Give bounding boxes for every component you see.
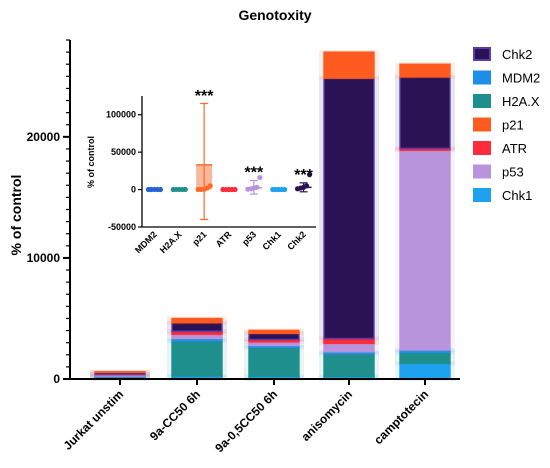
inset-chart: MDM2 H2A.X *** p21 ATR *** p53 Chk1 *** Chk2 -5000…	[86, 88, 316, 255]
inset-point-mdm2	[157, 186, 164, 193]
legend-label-p53: p53	[502, 165, 524, 180]
legend-swatch-p21	[473, 117, 491, 132]
inset-significance-p21: ***	[195, 88, 214, 105]
bar-9a-cc50-6h-p21	[171, 317, 223, 324]
inset-x-tick-label: Chk1	[260, 229, 283, 252]
inset-y-tick-label: 0	[131, 185, 136, 195]
inset-significance-p53: ***	[245, 165, 264, 182]
inset-significance-chk2: ***	[294, 167, 313, 184]
bar-anisomycin-p21	[323, 51, 375, 79]
inset-x-tick-label: p53	[240, 229, 258, 247]
legend-label-atr: ATR	[502, 141, 527, 156]
inset-point-chk2	[303, 183, 310, 189]
bar-jurkat-unstim-p21	[94, 371, 146, 374]
x-tick-label: 9a-CC50 6h	[147, 387, 203, 443]
y-tick-label: 20000	[27, 130, 61, 144]
x-tick-label: camptotecin	[371, 387, 431, 447]
legend-swatch-atr	[473, 141, 491, 155]
bar-9a-cc50-6h-h2a-x	[171, 340, 223, 377]
inset-y-axis-label: % of control	[86, 136, 96, 188]
legend-swatch-chk1	[473, 188, 491, 202]
bar-9a-0-5cc50-6h-p21	[248, 329, 300, 335]
inset-background	[142, 96, 316, 227]
y-tick-label: 0	[53, 372, 60, 386]
legend-swatch-chk2	[473, 47, 491, 61]
inset-x-tick-label: ATR	[214, 229, 234, 249]
bar-anisomycin-chk2	[323, 77, 375, 340]
legend: Chk2 MDM2 H2A.X p21 ATR p53 Chk1	[473, 47, 540, 203]
inset-point-chk2	[306, 172, 313, 178]
inset-x-tick-label: MDM2	[133, 229, 159, 255]
legend-label-chk2: Chk2	[502, 47, 532, 62]
inset-point-p21	[207, 183, 213, 189]
legend-swatch-p53	[473, 164, 491, 179]
inset-point-atr	[232, 186, 238, 193]
legend-swatch-h2a-x	[473, 94, 491, 108]
inset-x-tick-label: Chk2	[285, 229, 308, 252]
inset-y-tick-label: -50000	[108, 222, 136, 232]
inset-x-tick-label: H2A.X	[158, 229, 184, 255]
bar-camptotecin-p53	[399, 149, 451, 351]
bar-camptotecin-chk1	[399, 362, 451, 380]
inset-x-tick-label: p21	[191, 229, 209, 247]
x-tick-label: Jurkat unstim	[61, 387, 127, 453]
x-tick-label: anisomycin	[299, 387, 356, 444]
chart-title: Genotoxity	[238, 7, 311, 23]
y-tick-label: 10000	[27, 251, 61, 265]
bar-camptotecin-p21	[399, 63, 451, 78]
y-axis-label: % of control	[8, 175, 24, 256]
inset-point-chk1	[282, 186, 288, 193]
legend-label-p21: p21	[502, 118, 524, 133]
inset-y-tick-label: 50000	[111, 147, 136, 157]
x-tick-label: 9a-0,5CC50 6h	[212, 387, 280, 455]
legend-label-mdm2: MDM2	[502, 71, 540, 86]
main-bars-layer	[90, 50, 455, 381]
bar-camptotecin-chk2	[399, 76, 451, 150]
legend-label-chk1: Chk1	[502, 188, 532, 203]
inset-point-h2a-x	[182, 186, 188, 193]
inset-point-p53	[257, 174, 263, 181]
bar-anisomycin-h2a-x	[323, 352, 375, 378]
inset-y-tick-label: 100000	[106, 110, 136, 120]
legend-swatch-mdm2	[473, 70, 491, 85]
inset-point-p53	[254, 184, 260, 190]
bar-9a-0-5cc50-6h-h2a-x	[248, 346, 300, 378]
legend-label-h2a-x: H2A.X	[502, 94, 540, 109]
